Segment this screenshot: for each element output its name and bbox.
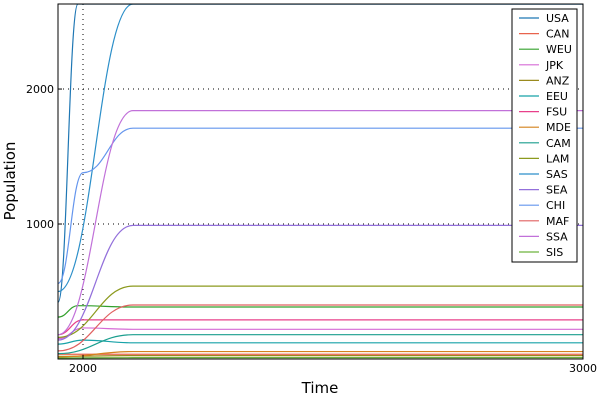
series-line-anz bbox=[58, 355, 583, 357]
x-tick-label: 2000 bbox=[69, 362, 97, 375]
legend-label: SSA bbox=[546, 230, 568, 243]
axis-ticks: 2000 3000 1000 2000 bbox=[26, 83, 597, 375]
legend-label: ANZ bbox=[546, 74, 570, 87]
plot-frame bbox=[57, 3, 584, 360]
series-line-weu bbox=[58, 305, 583, 318]
series-line-cam bbox=[58, 334, 583, 355]
legend-label: FSU bbox=[546, 106, 567, 119]
series-line-lam bbox=[58, 285, 583, 338]
series-line-sas bbox=[58, 4, 583, 293]
legend-label: CAM bbox=[546, 137, 571, 150]
x-tick-label: 3000 bbox=[569, 362, 597, 375]
series-lines bbox=[58, 4, 583, 359]
series-line-fsu bbox=[58, 319, 583, 336]
legend-label: USA bbox=[546, 12, 569, 25]
legend-label: LAM bbox=[546, 152, 569, 165]
y-tick-label: 1000 bbox=[26, 218, 54, 231]
legend-label: CAN bbox=[546, 28, 569, 41]
series-line-usa bbox=[58, 4, 583, 303]
series-line-maf bbox=[58, 304, 583, 352]
legend: USA CAN WEU JPK ANZ EEU FSU MDE CAM LAM SAS SEA CHI M… bbox=[511, 8, 578, 263]
legend-label: MAF bbox=[546, 215, 569, 228]
y-axis-label: Population bbox=[1, 142, 19, 221]
y-tick-label: 2000 bbox=[26, 83, 54, 96]
series-line-ssa bbox=[58, 110, 583, 336]
series-line-eeu bbox=[58, 339, 583, 345]
x-axis-label: Time bbox=[301, 379, 339, 397]
legend-label: EEU bbox=[546, 90, 568, 103]
legend-label: MDE bbox=[546, 121, 571, 134]
grid-lines bbox=[58, 4, 583, 359]
legend-label: SEA bbox=[546, 184, 568, 197]
legend-label: SIS bbox=[546, 246, 563, 259]
legend-box bbox=[511, 8, 578, 263]
series-line-chi bbox=[58, 127, 583, 285]
legend-label: CHI bbox=[546, 199, 565, 212]
legend-label: SAS bbox=[546, 168, 568, 181]
series-line-mde bbox=[58, 350, 583, 358]
series-line-sea bbox=[58, 224, 583, 341]
legend-label: JPK bbox=[545, 59, 564, 72]
legend-label: WEU bbox=[546, 43, 572, 56]
series-line-jpk bbox=[58, 327, 583, 340]
